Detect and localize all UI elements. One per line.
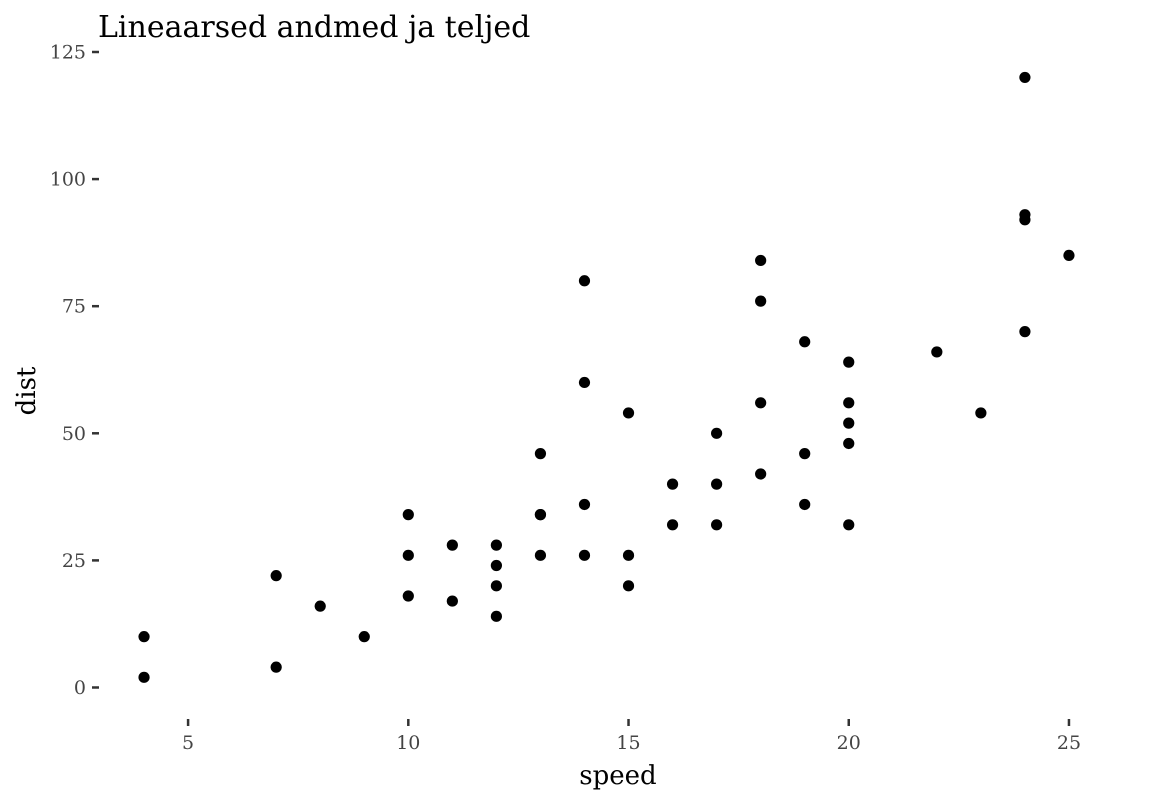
data-point [270, 661, 282, 673]
data-point [622, 580, 635, 592]
data-point [931, 346, 943, 358]
data-point [490, 539, 502, 551]
x-tick-label: 15 [616, 732, 640, 754]
x-axis: 5 10 15 20 25 [182, 719, 1081, 754]
data-point [843, 417, 855, 429]
data-point [402, 549, 414, 561]
data-point [711, 519, 723, 531]
data-point [755, 254, 767, 267]
data-point [534, 448, 547, 460]
data-point [755, 468, 767, 480]
data-point [799, 498, 811, 511]
data-point [446, 595, 458, 607]
data-points [138, 71, 1075, 683]
x-axis-title: speed [579, 761, 656, 791]
data-point [1019, 71, 1031, 84]
data-point [138, 671, 150, 683]
x-tick-label: 10 [396, 732, 420, 754]
data-point [843, 437, 855, 450]
data-point [578, 275, 591, 287]
data-point [843, 519, 855, 531]
data-point [534, 509, 547, 521]
y-axis: 0 25 50 75 100 125 [50, 42, 99, 699]
data-point [1063, 249, 1075, 261]
data-point [975, 407, 987, 419]
y-tick-label: 25 [62, 550, 86, 572]
data-point [1019, 209, 1031, 221]
data-point [446, 539, 458, 551]
y-tick-label: 75 [62, 296, 86, 318]
data-point [490, 580, 502, 592]
y-tick-label: 50 [62, 423, 86, 445]
data-point [711, 478, 723, 490]
y-axis-title: dist [12, 366, 42, 415]
data-point [578, 549, 591, 561]
data-point [138, 631, 150, 643]
data-point [666, 478, 679, 490]
y-tick-label: 100 [50, 169, 86, 191]
data-point [711, 427, 723, 439]
y-tick-label: 125 [50, 42, 86, 64]
data-point [358, 631, 370, 643]
data-point [578, 498, 591, 511]
data-point [534, 549, 547, 561]
y-tick-label: 0 [74, 677, 86, 699]
data-point [578, 376, 591, 389]
x-tick-label: 25 [1057, 732, 1081, 754]
data-point [622, 407, 635, 419]
x-tick-label: 20 [837, 732, 861, 754]
chart-title: Lineaarsed andmed ja teljed [98, 10, 530, 45]
data-point [843, 397, 855, 409]
data-point [755, 295, 767, 307]
data-point [843, 356, 855, 368]
data-point [1019, 326, 1031, 338]
data-point [755, 397, 767, 409]
data-point [270, 570, 282, 582]
data-point [314, 600, 326, 612]
data-point [490, 610, 502, 622]
data-point [622, 549, 635, 561]
data-point [799, 448, 811, 460]
x-tick-label: 5 [182, 732, 194, 754]
data-point [799, 336, 811, 348]
data-point [666, 519, 679, 531]
data-point [402, 509, 414, 521]
data-point [402, 590, 414, 602]
data-point [490, 559, 502, 572]
